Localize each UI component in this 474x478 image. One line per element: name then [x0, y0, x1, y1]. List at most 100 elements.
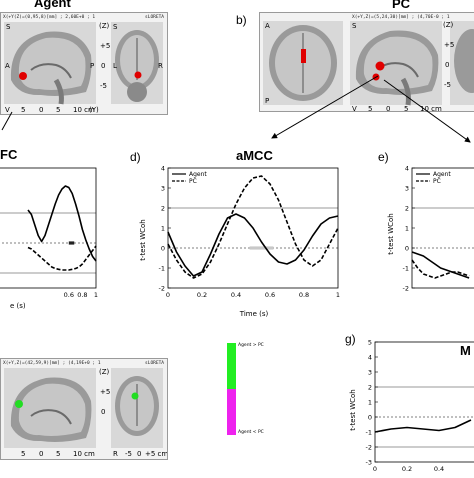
pc-sag-tick-4: 10 cm [420, 105, 442, 112]
chart-d-xtick-5: 1 [336, 291, 340, 299]
agent-brain-brand: sLORETA [145, 15, 164, 20]
agent-sag-tick-2: 0 [39, 106, 43, 114]
chart-g-ytick-6: 3 [368, 369, 372, 377]
f-side-tick-0: (Z) [99, 368, 110, 376]
chart-amcc-xlabel: Time (s) [239, 310, 269, 318]
f-sag-tick-1: 5 [21, 450, 25, 458]
agent-sag-tick-0: V [5, 106, 10, 114]
chart-g-ytick-7: 4 [368, 354, 372, 362]
f-brain-brand: sLORETA [145, 361, 164, 366]
chart-g-xtick-2: 0.4 [434, 465, 444, 473]
pc-side-tick-2: 0 [445, 61, 449, 69]
pc-letter-p: P [265, 97, 269, 105]
chart-e-ytick-5: 3 [405, 185, 409, 193]
pc-sag-tick-3: 5 [404, 105, 408, 112]
chart-c-series-0 [27, 185, 97, 262]
chart-e-ylabel: t-test WCoh [387, 213, 395, 254]
pc-letter-s: S [352, 22, 357, 30]
panel-g-title: M [460, 343, 471, 358]
agent-side-tick-1: +5 [100, 42, 110, 50]
f-sag-tick-2: 0 [39, 450, 43, 458]
agent-sag-tick-5: (Y) [89, 106, 99, 114]
chart-c-sig-bar-0 [68, 241, 75, 245]
chart-d-xtick-4: 0.8 [299, 291, 309, 299]
panel-b-title: PC [392, 0, 411, 11]
chart-g-frame [374, 341, 474, 463]
chart-d-ytick-6: 4 [161, 165, 165, 173]
f-cor-tick-1: -5 [125, 450, 132, 458]
chart-g-ytick-2: -1 [366, 429, 372, 437]
pc-sag-tick-2: 0 [386, 105, 390, 112]
colorbar-top [227, 343, 236, 389]
pc-brain-header: X(+Y,Z)=(5,24,30)[mm] ; (4,70E-0 ; 1 [352, 15, 450, 20]
agent-brain-viewer: X(+Y(Z)=(0,95,8)[mm] ; 2,60E+0 ; 1 sLORE… [0, 12, 168, 115]
chart-d-ytick-0: -2 [159, 285, 165, 293]
chart-e-legend-label-1: PC [433, 178, 441, 185]
chart-g-ytick-5: 2 [368, 384, 372, 392]
chart-e-ytick-6: 4 [405, 165, 409, 173]
chart-g: -3 -2 -1 0 1 2 3 4 5 0 0.2 0.4 t-test WCoh [349, 339, 474, 473]
agent-side-tick-0: (Z) [99, 22, 110, 30]
chart-d-ytick-4: 2 [161, 205, 165, 213]
chart-g-xtick-1: 0.2 [402, 465, 412, 473]
f-brain-header: X(+Y,Z)=(42,59,9)[mm] ; (4,19E+0 ; 1 [3, 361, 101, 366]
chart-g-ytick-4: 1 [368, 399, 372, 407]
panel-d-letter: d) [130, 150, 141, 164]
f-sag-tick-3: 5 [56, 450, 60, 458]
chart-d-sig-bar-0 [249, 246, 274, 250]
pc-sag-tick-1: 5 [368, 105, 372, 112]
pc-brain-viewer: X(+Y,Z)=(5,24,30)[mm] ; (4,70E-0 ; 1 (Z)… [259, 12, 474, 112]
f-cor-tick-3: +5 cm [145, 450, 168, 458]
agent-sag-tick-1: 5 [21, 106, 25, 114]
chart-d-ytick-3: 1 [161, 225, 165, 233]
agent-sag-tick-4: 10 cm [73, 106, 95, 114]
panel-g-letter: g) [345, 332, 356, 346]
chart-g-ytick-1: -2 [366, 444, 372, 452]
chart-c-xtick-2: 1 [94, 291, 98, 299]
f-brain-images: 5 0 5 10 cm R -5 0 +5 cm (Z) +5 0 [4, 368, 168, 458]
agent-letter-s: S [6, 23, 11, 31]
agent-brain-images: V 5 0 5 10 cm (Y) (Z) +5 0 -5 S S A P L … [4, 22, 163, 114]
chart-e-ytick-1: -1 [403, 265, 409, 273]
chart-c-xtick-0: 0.6 [64, 291, 74, 299]
chart-c-series-1 [27, 245, 97, 271]
chart-c-frame [0, 167, 97, 289]
chart-g-series-0 [374, 419, 472, 433]
chart-e-series-0 [411, 251, 470, 279]
chart-g-xtick-0: 0 [373, 465, 377, 473]
chart-d-xtick-1: 0.2 [197, 291, 207, 299]
panel-b-letter: b) [236, 13, 247, 27]
f-sag-tick-4: 10 cm [73, 450, 95, 458]
chart-d-xtick-3: 0.6 [265, 291, 275, 299]
f-brain-viewer: X(+Y,Z)=(42,59,9)[mm] ; (4,19E+0 ; 1 sLO… [0, 358, 168, 460]
f-side-tick-2: 0 [101, 408, 105, 416]
agent-brain-header: X(+Y(Z)=(0,95,8)[mm] ; 2,60E+0 ; 1 [3, 15, 96, 20]
chart-d-xtick-0: 0 [166, 291, 170, 299]
chart-e-ytick-2: 0 [405, 245, 409, 253]
agent-side-tick-2: 0 [101, 62, 105, 70]
colorbar-top-label: Agent > PC [238, 343, 264, 348]
pc-brain-images: (Z) +5 0 -5 V 5 0 5 10 cm A S P [263, 21, 474, 112]
chart-e-ytick-3: 1 [405, 225, 409, 233]
pc-side-tick-1: +5 [444, 41, 454, 49]
chart-d-series-1 [167, 175, 339, 279]
f-cor-tick-0: R [113, 450, 118, 458]
chart-g-ytick-8: 5 [368, 339, 372, 347]
chart-d-series-0 [167, 213, 339, 277]
panel-a-title: Agent [34, 0, 71, 10]
pc-letter-a: A [265, 22, 270, 30]
chart-fc-xlabel: e (s) [10, 302, 26, 310]
chart-e-legend-label-0: Agent [433, 171, 451, 178]
pc-sag-tick-0: V [352, 105, 357, 112]
agent-sag-tick-3: 5 [56, 106, 60, 114]
chart-e-ytick-4: 2 [405, 205, 409, 213]
chart-e-frame [411, 167, 474, 289]
chart-d-ytick-2: 0 [161, 245, 165, 253]
chart-d-ytick-1: -1 [159, 265, 165, 273]
colorbar-bottom [227, 389, 236, 435]
chart-g-ylabel: t-test WCoh [349, 389, 357, 430]
chart-d-xtick-2: 0.4 [231, 291, 241, 299]
chart-d-ytick-5: 3 [161, 185, 165, 193]
